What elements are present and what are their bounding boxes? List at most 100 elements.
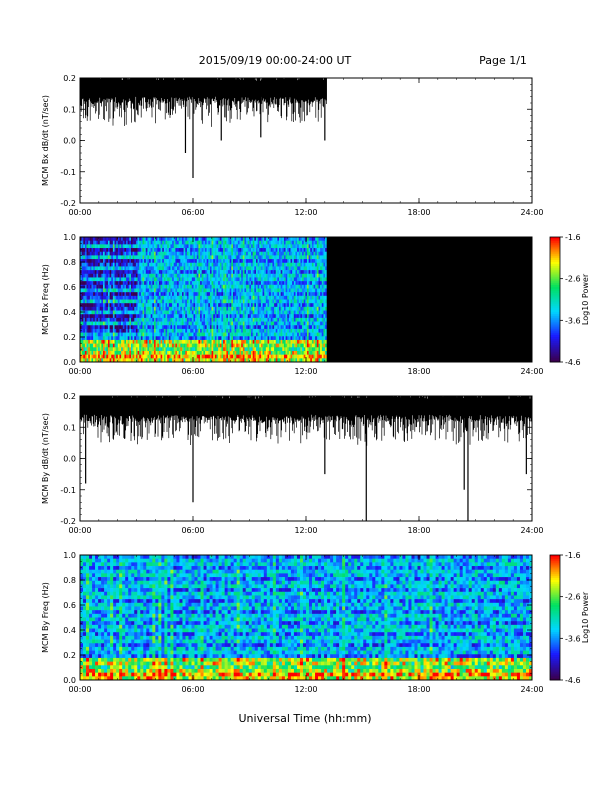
bx_spec-cell <box>242 343 245 348</box>
bx_spec-cell <box>107 288 110 293</box>
bx_spec-cell <box>150 248 153 253</box>
bx_spec-cell <box>293 328 296 333</box>
bx_spec-cell <box>160 328 163 333</box>
bx_spec-cell <box>172 292 175 297</box>
bx_spec-cell <box>228 284 230 289</box>
bx_spec-cell <box>236 240 239 245</box>
bx_spec-cell <box>124 262 127 267</box>
bx_spec-cell <box>158 325 161 330</box>
bx_spec-cell <box>157 248 160 253</box>
bx_spec-cell <box>244 288 247 293</box>
bx_spec-cell <box>127 251 130 256</box>
bx_spec-cell <box>178 314 181 319</box>
bx_spec-cell <box>226 255 229 260</box>
bx_spec-cell <box>119 306 122 311</box>
bx_spec-cell <box>288 336 291 341</box>
bx_spec-cell <box>177 317 179 322</box>
bx_spec-cell <box>195 284 198 289</box>
bx_spec-cell <box>127 292 130 297</box>
bx_spec-cell <box>228 259 230 264</box>
bx_spec-cell <box>135 336 138 341</box>
bx_spec-cell <box>231 306 234 311</box>
bx_spec-cell <box>213 251 216 256</box>
bx_spec-cell <box>305 314 308 319</box>
bx_spec-cell <box>283 262 286 267</box>
bx_spec-cell <box>308 332 311 337</box>
bx_spec-cell <box>181 251 184 256</box>
bx_spec-cell <box>269 350 272 355</box>
bx_spec-cell <box>98 317 101 322</box>
bx_spec-cell <box>208 354 211 359</box>
bx_spec-cell <box>178 295 181 300</box>
bx_spec-cell <box>175 303 178 308</box>
bx_spec-cell <box>267 240 270 245</box>
bx_spec-cell <box>267 347 270 352</box>
bx_spec-cell <box>167 284 170 289</box>
bx_spec-cell <box>254 310 257 315</box>
bx_spec-cell <box>275 295 278 300</box>
bx_spec-cell <box>228 317 230 322</box>
bx_spec-cell <box>265 255 268 260</box>
bx_spec-cell <box>186 266 189 271</box>
bx_spec-cell <box>144 251 147 256</box>
bx_spec-cell <box>283 350 286 355</box>
bx_spec-cell <box>172 299 175 304</box>
bx_spec-cell <box>272 295 275 300</box>
bx_spec-cell <box>275 336 278 341</box>
bx_spec-cell <box>298 321 301 326</box>
bx_spec-cell <box>119 255 122 260</box>
bx_spec-cell <box>134 266 137 271</box>
bx_spec-cell <box>154 240 156 245</box>
bx_spec-cell <box>254 277 257 282</box>
bx_spec-cell <box>306 339 309 344</box>
bx_spec-cell <box>206 292 209 297</box>
bx_spec-cell <box>252 350 255 355</box>
bx_spec-cell <box>186 306 189 311</box>
bx_spec-cell <box>283 299 286 304</box>
bx_spec-cell <box>150 343 153 348</box>
bx_spec-cell <box>186 358 189 363</box>
bx_spec-cell <box>160 317 163 322</box>
bx_spec-cell <box>129 347 132 352</box>
bx_spec-cell <box>147 237 150 241</box>
bx_spec-cell <box>185 358 188 363</box>
bx_spec-cell <box>149 328 152 333</box>
bx_spec-cell <box>142 288 145 293</box>
bx_spec-cell <box>181 255 184 260</box>
bx_spec-cell <box>244 237 247 241</box>
bx_spec-cell <box>290 354 293 359</box>
bx_spec-cell <box>228 306 230 311</box>
bx_spec-cell <box>224 244 227 249</box>
bx_spec-cell <box>142 310 145 315</box>
bx_spec-cell <box>155 259 158 264</box>
bx_spec-cell <box>274 328 277 333</box>
bx_spec-cell <box>287 306 290 311</box>
bx_spec-cell <box>205 240 207 245</box>
bx_spec-cell <box>209 284 212 289</box>
bx_spec-cell <box>247 281 250 286</box>
bx_spec-cell <box>247 270 250 275</box>
bx_spec-cell <box>147 244 150 249</box>
bx_spec-cell <box>251 270 253 275</box>
bx_spec-cell <box>254 295 257 300</box>
bx_spec-cell <box>270 277 273 282</box>
bx_spec-cell <box>201 336 204 341</box>
bx_spec-cell <box>262 295 265 300</box>
bx_spec-cell <box>181 339 184 344</box>
bx_spec-cell <box>157 281 160 286</box>
bx_spec-cell <box>107 237 110 241</box>
bx_spec-cell <box>124 270 127 275</box>
bx_spec-cell <box>288 262 291 267</box>
bx_spec-cell <box>144 248 147 253</box>
bx_spec-cell <box>288 328 291 333</box>
bx_spec-cell <box>221 321 224 326</box>
bx_spec-cell <box>265 270 268 275</box>
bx_spec-cell <box>255 325 258 330</box>
bx_spec-cell <box>145 259 148 264</box>
bx_spec-cell <box>152 292 155 297</box>
bx_spec-cell <box>89 277 92 282</box>
bx_spec-cell <box>293 292 296 297</box>
bx_spec-cell <box>247 358 250 363</box>
bx_spec-cell <box>290 339 293 344</box>
bx_spec-cell <box>83 343 86 348</box>
